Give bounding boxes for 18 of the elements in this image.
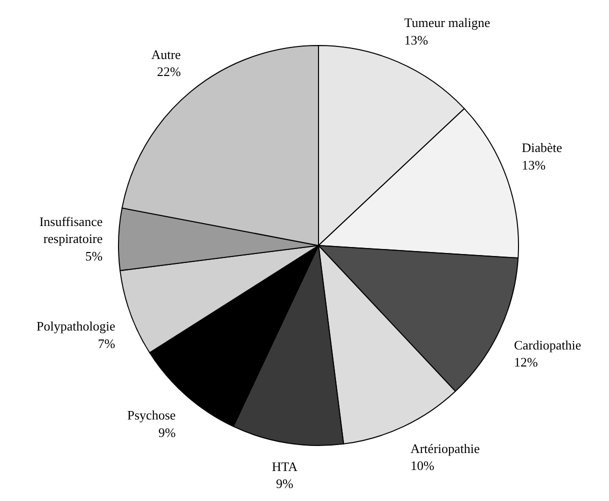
data-label: 5% [85, 248, 103, 264]
slice-label: Cardiopathie [514, 337, 582, 352]
data-label: 9% [276, 476, 294, 492]
slice-label: Diabète [522, 140, 562, 156]
slice-label: Artériopathie [410, 440, 480, 456]
data-label: 13% [522, 157, 546, 172]
slice-label: Psychose [127, 408, 176, 423]
data-label: 12% [514, 354, 538, 370]
slice-label: Tumeur maligne [404, 15, 490, 30]
data-label: 22% [156, 64, 181, 80]
slice-label: HTA [272, 458, 298, 474]
slice-label: Autre [151, 46, 182, 62]
data-label: 9% [158, 424, 176, 440]
data-label: 10% [410, 458, 434, 474]
data-label: 13% [404, 32, 428, 48]
slice-label: Insuffisance respiratoire [39, 214, 103, 246]
slice-label: Polypathologie [36, 318, 116, 334]
data-label: 7% [98, 336, 116, 351]
